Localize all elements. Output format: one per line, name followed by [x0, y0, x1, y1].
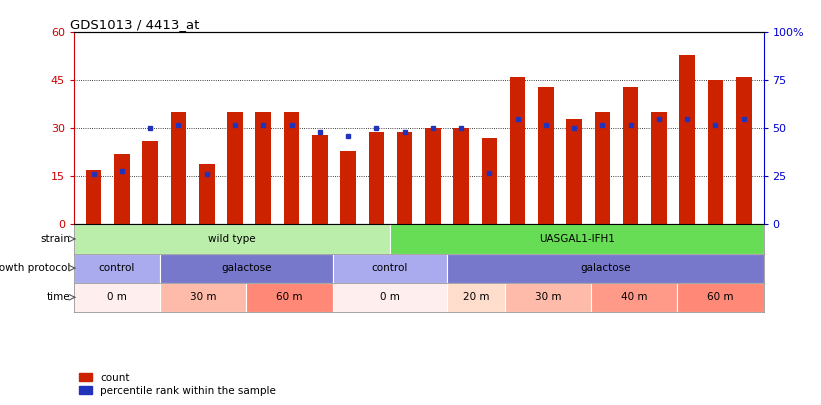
Bar: [284, 112, 300, 224]
Text: control: control: [372, 263, 408, 273]
Bar: [86, 170, 102, 224]
Bar: [312, 135, 328, 224]
Bar: [160, 283, 246, 312]
Bar: [623, 87, 639, 224]
Bar: [677, 283, 764, 312]
Bar: [227, 112, 243, 224]
Bar: [369, 132, 384, 224]
Text: 20 m: 20 m: [463, 292, 489, 302]
Text: 60 m: 60 m: [276, 292, 303, 302]
Bar: [246, 283, 333, 312]
Text: 0 m: 0 m: [107, 292, 127, 302]
Legend: count, percentile rank within the sample: count, percentile rank within the sample: [79, 373, 276, 396]
Text: GDS1013 / 4413_at: GDS1013 / 4413_at: [71, 18, 200, 31]
Bar: [340, 151, 355, 224]
Text: 30 m: 30 m: [190, 292, 217, 302]
Text: galactose: galactose: [221, 263, 272, 273]
Text: time: time: [47, 292, 71, 302]
Bar: [74, 283, 160, 312]
Text: growth protocol: growth protocol: [0, 263, 71, 273]
Text: galactose: galactose: [580, 263, 631, 273]
Text: 60 m: 60 m: [707, 292, 734, 302]
Bar: [708, 80, 723, 224]
Bar: [510, 77, 525, 224]
Bar: [74, 224, 390, 254]
Bar: [591, 283, 677, 312]
Bar: [199, 164, 214, 224]
Bar: [160, 254, 333, 283]
Bar: [566, 119, 582, 224]
Text: wild type: wild type: [208, 234, 256, 244]
Text: control: control: [99, 263, 135, 273]
Bar: [333, 283, 447, 312]
Bar: [74, 254, 160, 283]
Bar: [255, 112, 271, 224]
Bar: [333, 254, 447, 283]
Text: 0 m: 0 m: [380, 292, 400, 302]
Bar: [538, 87, 553, 224]
Bar: [447, 283, 505, 312]
Text: UASGAL1-IFH1: UASGAL1-IFH1: [539, 234, 615, 244]
Bar: [505, 283, 591, 312]
Bar: [651, 112, 667, 224]
Bar: [397, 132, 412, 224]
Bar: [594, 112, 610, 224]
Bar: [171, 112, 186, 224]
Bar: [447, 254, 764, 283]
Bar: [142, 141, 158, 224]
Text: 40 m: 40 m: [621, 292, 648, 302]
Bar: [736, 77, 751, 224]
Text: 30 m: 30 m: [534, 292, 562, 302]
Bar: [453, 128, 469, 224]
Text: strain: strain: [40, 234, 71, 244]
Bar: [482, 138, 498, 224]
Bar: [425, 128, 441, 224]
Bar: [390, 224, 764, 254]
Bar: [680, 55, 695, 224]
Bar: [114, 154, 130, 224]
